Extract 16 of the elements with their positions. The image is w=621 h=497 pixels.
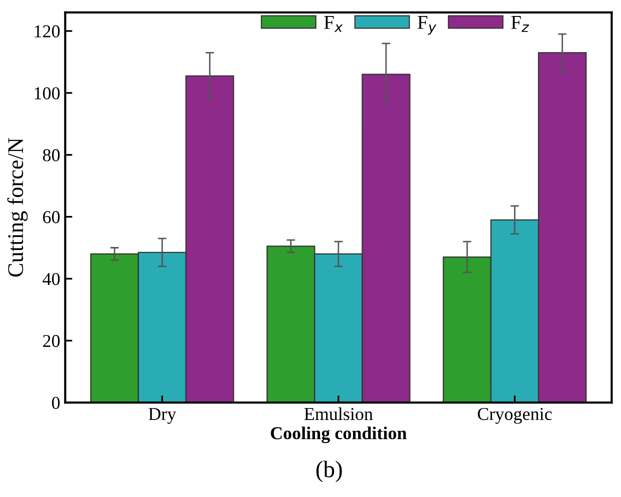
y-tick-label: 0 xyxy=(52,396,60,410)
y-tick-label: 60 xyxy=(43,211,60,224)
legend-label: F$_{y}$ xyxy=(418,16,436,35)
y-tick-label: 120 xyxy=(34,25,60,38)
legend-label: F$_{z}$ xyxy=(511,16,530,32)
x-tick-label: Cryogenic xyxy=(478,408,552,424)
y-tick-label: 20 xyxy=(43,334,60,348)
x-tick-label: Dry xyxy=(148,408,176,424)
text: (b) xyxy=(316,460,342,482)
y-tick-label: 80 xyxy=(42,149,60,162)
x-tick-label: Emulsion xyxy=(304,407,373,420)
y-axis-title: Cutting force/N xyxy=(7,138,28,277)
legend-label: F$_{x}$ xyxy=(324,16,343,32)
y-tick-label: 100 xyxy=(34,87,60,100)
y-tick-label: 40 xyxy=(42,272,60,286)
x-axis-title: Cooling condition xyxy=(270,426,407,444)
